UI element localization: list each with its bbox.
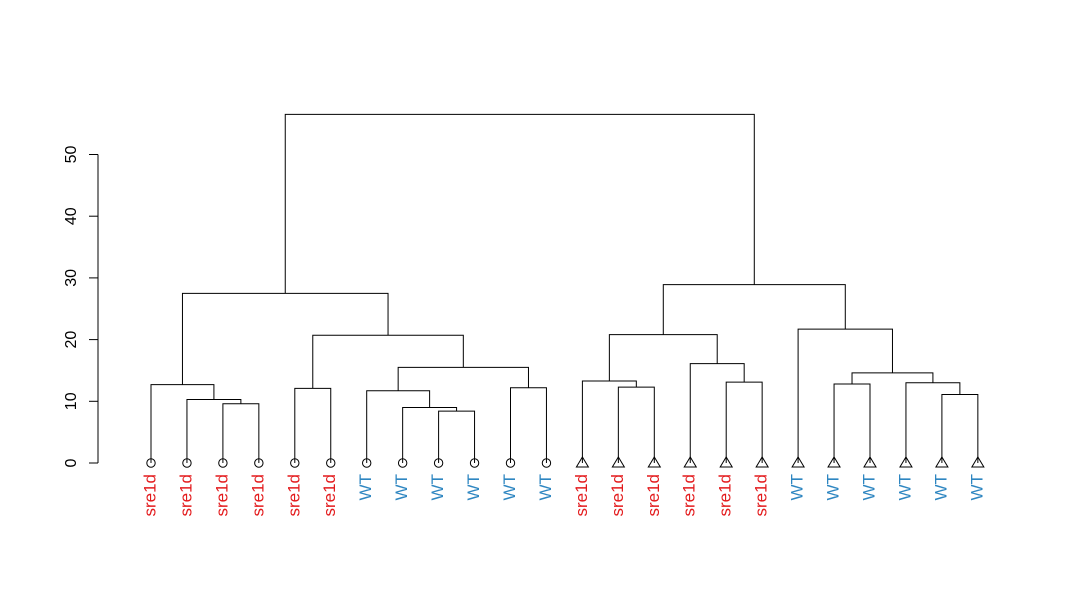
leaf-label: sre1d xyxy=(608,474,627,517)
y-tick-label: 20 xyxy=(63,331,80,349)
y-tick-label: 10 xyxy=(63,392,80,410)
dendrogram-branch-m8 xyxy=(510,387,547,463)
dendrogram-branch-m6 xyxy=(402,406,458,463)
y-tick-label: 40 xyxy=(63,207,80,225)
leaf-label: sre1d xyxy=(284,474,303,517)
y-tick-label: 50 xyxy=(63,146,80,164)
leaf-labels: sre1d sre1d sre1d sre1d sre1d sre1d WT WT WT WT WT… xyxy=(140,474,986,517)
dendrogram-branch-m15 xyxy=(689,363,745,463)
dendrogram-branch-m13 xyxy=(581,380,637,463)
dendrogram-branches xyxy=(150,113,979,463)
leaf-label: WT xyxy=(859,474,878,500)
leaf-label: sre1d xyxy=(752,474,771,517)
leaf-circle-marker xyxy=(397,458,408,468)
dendrogram-branch-m18 xyxy=(941,394,979,463)
dendrogram-branch-m23 xyxy=(284,113,755,294)
leaf-triangle-marker xyxy=(899,456,913,468)
y-axis: 0 10 20 30 40 50 xyxy=(63,146,99,467)
leaf-circle-marker xyxy=(362,458,372,468)
leaf-circle-marker xyxy=(505,458,516,468)
leaf-label: WT xyxy=(824,474,843,500)
leaf-label: sre1d xyxy=(680,474,699,517)
leaf-label: sre1d xyxy=(716,474,735,517)
leaf-circle-marker xyxy=(218,458,228,468)
leaf-triangle-marker xyxy=(935,456,949,468)
leaf-circle-marker xyxy=(541,458,552,468)
leaf-label: WT xyxy=(895,474,914,500)
y-tick-label: 0 xyxy=(63,458,80,467)
dendrogram-branch-m14 xyxy=(725,381,763,463)
dendrogram-branch-m3 xyxy=(150,384,215,463)
leaf-circle-marker xyxy=(254,458,264,468)
leaf-triangle-marker xyxy=(647,456,662,468)
leaf-circle-marker xyxy=(433,458,444,468)
dendrogram-branch-m22 xyxy=(662,284,846,335)
leaf-label: WT xyxy=(788,474,807,500)
leaf-triangle-marker xyxy=(575,456,590,468)
y-tick-label: 30 xyxy=(63,269,80,287)
leaf-label: sre1d xyxy=(212,474,231,517)
leaf-label: sre1d xyxy=(176,474,195,517)
leaf-triangle-marker xyxy=(827,456,841,468)
leaf-label: WT xyxy=(967,474,986,500)
leaf-label: sre1d xyxy=(140,474,159,517)
leaf-triangle-marker xyxy=(683,456,698,468)
leaf-label: WT xyxy=(536,474,555,500)
leaf-triangle-marker xyxy=(611,456,626,468)
leaf-label: WT xyxy=(464,474,483,500)
leaf-label: sre1d xyxy=(644,474,663,517)
leaf-circle-marker xyxy=(182,458,192,468)
dendrogram-branch-m10 xyxy=(312,334,464,389)
leaf-label: WT xyxy=(392,474,411,500)
leaf-triangle-marker xyxy=(755,456,770,468)
leaf-triangle-marker xyxy=(970,456,985,468)
leaf-label: sre1d xyxy=(320,474,339,517)
dendrogram-branch-m11 xyxy=(181,292,389,385)
dendrogram-branch-m16 xyxy=(608,334,718,381)
leaf-circle-marker xyxy=(146,458,156,468)
leaf-label: sre1d xyxy=(248,474,267,517)
leaf-circle-marker xyxy=(469,458,480,468)
leaf-label: WT xyxy=(428,474,447,500)
leaf-markers xyxy=(146,456,985,468)
dendrogram-branch-m17 xyxy=(833,383,871,463)
dendrogram-branch-m9 xyxy=(397,366,529,391)
dendrogram-branch-m1 xyxy=(222,403,260,463)
leaf-triangle-marker xyxy=(791,456,805,468)
leaf-circle-marker xyxy=(326,458,336,468)
leaf-label: sre1d xyxy=(572,474,591,517)
leaf-label: WT xyxy=(356,474,375,500)
dendrogram-branch-m12 xyxy=(617,386,655,463)
dendrogram-branch-m4 xyxy=(294,387,332,463)
dendrogram-branch-m2 xyxy=(186,398,242,463)
dendrogram-branch-m21 xyxy=(797,328,893,463)
leaf-triangle-marker xyxy=(863,456,877,468)
dendrogram-branch-m5 xyxy=(438,410,476,463)
dendrogram-branch-m7 xyxy=(366,390,431,463)
leaf-circle-marker xyxy=(290,458,300,468)
leaf-label: WT xyxy=(931,474,950,500)
leaf-label: WT xyxy=(500,474,519,500)
leaf-triangle-marker xyxy=(719,456,734,468)
